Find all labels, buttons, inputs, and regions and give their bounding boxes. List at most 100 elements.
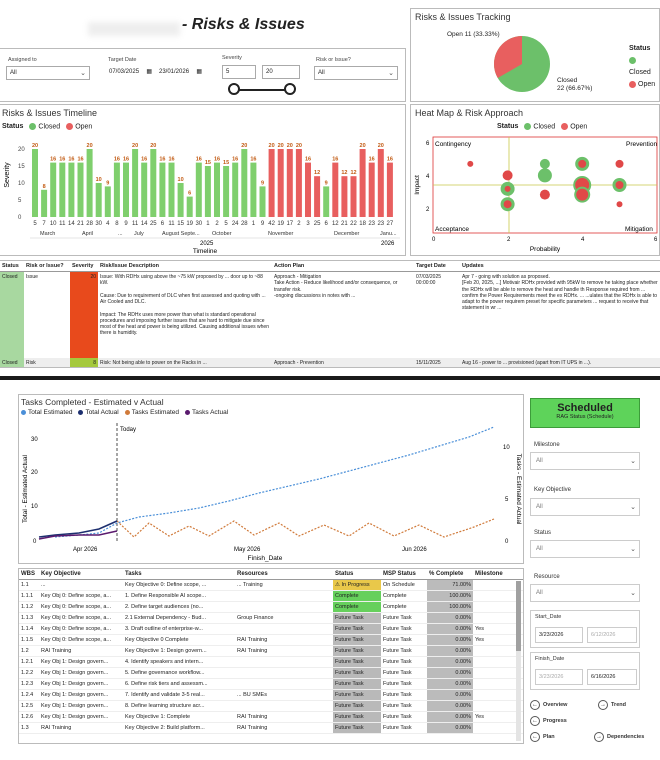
status-dropdown[interactable]: All ⌄ bbox=[530, 540, 640, 558]
start-date-from[interactable]: 3/23/2026 bbox=[535, 627, 583, 643]
heatmap-point[interactable] bbox=[502, 170, 513, 181]
timeline-bar[interactable] bbox=[259, 186, 266, 217]
col-status[interactable]: Status bbox=[0, 261, 24, 272]
resource-dropdown[interactable]: All ⌄ bbox=[530, 584, 640, 602]
table-row[interactable]: 1.2.2 Key Obj 1: Design govern... 5. Defin… bbox=[19, 667, 523, 679]
assigned-to-dropdown[interactable]: All ⌄ bbox=[6, 66, 90, 80]
table-row[interactable]: 1.1.5 Key Obj 0: Define scope, a... Key Ob… bbox=[19, 634, 523, 646]
timeline-bar[interactable] bbox=[232, 162, 239, 217]
timeline-bar[interactable] bbox=[268, 149, 275, 217]
col-status[interactable]: Status bbox=[333, 569, 381, 580]
table-scrollbar[interactable] bbox=[516, 581, 521, 741]
timeline-bar[interactable] bbox=[377, 149, 384, 217]
timeline-bar[interactable] bbox=[123, 162, 129, 217]
col-key-objective[interactable]: Key Objective bbox=[39, 569, 123, 580]
severity-slider-track[interactable] bbox=[234, 89, 290, 91]
table-row[interactable]: 1.1.3 Key Obj 0: Define scope, a... 2.1 Ex… bbox=[19, 612, 523, 624]
timeline-bar[interactable] bbox=[159, 162, 166, 217]
timeline-bar[interactable] bbox=[141, 162, 148, 217]
series-tasks-estimated[interactable] bbox=[116, 518, 495, 538]
pie-slice-open[interactable] bbox=[493, 36, 522, 78]
series-total-estimated[interactable] bbox=[54, 426, 495, 538]
col-risk-or-issue[interactable]: Risk or Issue? bbox=[24, 261, 70, 272]
heatmap-point[interactable] bbox=[467, 160, 474, 167]
timeline-bar[interactable] bbox=[314, 176, 321, 217]
heatmap-point[interactable] bbox=[576, 188, 589, 201]
timeline-bar[interactable] bbox=[332, 162, 339, 217]
heatmap-scatter-chart[interactable]: Contingency Prevention Acceptance Mitiga… bbox=[411, 133, 659, 255]
timeline-bar[interactable] bbox=[104, 186, 111, 217]
timeline-bar[interactable] bbox=[204, 166, 211, 217]
finish-date-to[interactable]: 6/16/2026 bbox=[587, 669, 637, 685]
timeline-bar[interactable] bbox=[341, 176, 348, 217]
table-row[interactable]: Closed Issue 20 Issue: With RDHx using a… bbox=[0, 271, 660, 358]
timeline-bar[interactable] bbox=[77, 162, 84, 217]
timeline-bar[interactable] bbox=[305, 162, 311, 217]
col-severity[interactable]: Severity bbox=[70, 261, 98, 272]
nav-plan-button[interactable]: ← Plan bbox=[530, 732, 555, 742]
timeline-bar[interactable] bbox=[323, 186, 330, 217]
heatmap-point[interactable] bbox=[578, 159, 587, 168]
heatmap-point[interactable] bbox=[615, 181, 624, 189]
timeline-bar[interactable] bbox=[286, 149, 293, 217]
heatmap-point[interactable] bbox=[504, 185, 511, 192]
col-action-plan[interactable]: Action Plan bbox=[272, 261, 414, 272]
timeline-bar[interactable] bbox=[150, 149, 157, 217]
timeline-bar[interactable] bbox=[214, 162, 220, 217]
col-wbs[interactable]: WBS bbox=[19, 569, 39, 580]
col-description[interactable]: Risk/Issue Description bbox=[98, 261, 272, 272]
timeline-bar[interactable] bbox=[241, 149, 248, 217]
timeline-bar[interactable] bbox=[68, 162, 75, 217]
timeline-bar[interactable] bbox=[195, 162, 202, 217]
timeline-bar[interactable] bbox=[277, 149, 284, 217]
tasks-line-chart[interactable]: Total - Estimated Actual Tasks - Estimat… bbox=[19, 419, 523, 563]
col-resources[interactable]: Resources bbox=[235, 569, 333, 580]
heatmap-point[interactable] bbox=[615, 159, 624, 168]
timeline-bar[interactable] bbox=[177, 183, 184, 217]
timeline-bar[interactable] bbox=[250, 162, 257, 217]
nav-overview-button[interactable]: ← Overview bbox=[530, 700, 568, 710]
timeline-bar[interactable] bbox=[50, 162, 57, 217]
table-row[interactable]: 1.1.1 Key Obj 0: Define scope, a... 1. Def… bbox=[19, 590, 523, 602]
col-pct-complete[interactable]: % Complete bbox=[427, 569, 473, 580]
table-scrollbar-thumb[interactable] bbox=[516, 581, 521, 651]
series-total-actual[interactable] bbox=[38, 520, 118, 538]
series-tasks-actual[interactable] bbox=[38, 530, 118, 540]
nav-progress-button[interactable]: ← Progress bbox=[530, 716, 567, 726]
nav-dependencies-button[interactable]: → Dependencies bbox=[594, 732, 645, 742]
table-row[interactable]: 1.2.1 Key Obj 1: Design govern... 4. Ident… bbox=[19, 656, 523, 668]
timeline-bar[interactable] bbox=[359, 149, 366, 217]
table-row[interactable]: 1.2.5 Key Obj 1: Design govern... 8. Defin… bbox=[19, 700, 523, 712]
nav-trend-button[interactable]: → Trend bbox=[598, 700, 626, 710]
table-row[interactable]: 1.2 RAI Training Key Objective 1: Design g… bbox=[19, 645, 523, 657]
milestone-dropdown[interactable]: All ⌄ bbox=[530, 452, 640, 470]
timeline-bar[interactable] bbox=[113, 162, 120, 217]
timeline-bar[interactable] bbox=[86, 149, 93, 217]
timeline-bar[interactable] bbox=[368, 162, 375, 217]
tracking-pie-chart[interactable] bbox=[487, 33, 557, 95]
target-date-to[interactable]: 23/01/2026 ▦ bbox=[156, 66, 202, 80]
severity-slider-handle-min[interactable] bbox=[228, 83, 240, 95]
timeline-bar[interactable] bbox=[186, 196, 193, 217]
col-updates[interactable]: Updates bbox=[460, 261, 660, 272]
col-msp-status[interactable]: MSP Status bbox=[381, 569, 427, 580]
timeline-bar[interactable] bbox=[168, 162, 175, 217]
col-tasks[interactable]: Tasks bbox=[123, 569, 235, 580]
heatmap-point[interactable] bbox=[616, 201, 623, 208]
timeline-bar[interactable] bbox=[386, 162, 393, 217]
timeline-bar[interactable] bbox=[223, 166, 230, 217]
timeline-bar[interactable] bbox=[59, 162, 66, 217]
timeline-bar[interactable] bbox=[41, 189, 48, 217]
start-date-to[interactable]: 6/12/2026 bbox=[587, 627, 637, 643]
table-row[interactable]: Closed Risk 8 Risk: Not being able to po… bbox=[0, 357, 660, 367]
heatmap-point[interactable] bbox=[539, 189, 550, 200]
timeline-bar[interactable] bbox=[350, 176, 357, 217]
table-row[interactable]: 1.1.2 Key Obj 0: Define scope, a... 2. Def… bbox=[19, 601, 523, 613]
col-target-date[interactable]: Target Date bbox=[414, 261, 460, 272]
finish-date-from[interactable]: 3/23/2026 bbox=[535, 669, 583, 685]
col-milestone[interactable]: Milestone bbox=[473, 569, 523, 580]
timeline-bar[interactable] bbox=[95, 183, 102, 217]
timeline-bar[interactable] bbox=[32, 149, 38, 217]
severity-max-input[interactable]: 20 bbox=[262, 65, 300, 79]
heatmap-point[interactable] bbox=[537, 168, 552, 183]
